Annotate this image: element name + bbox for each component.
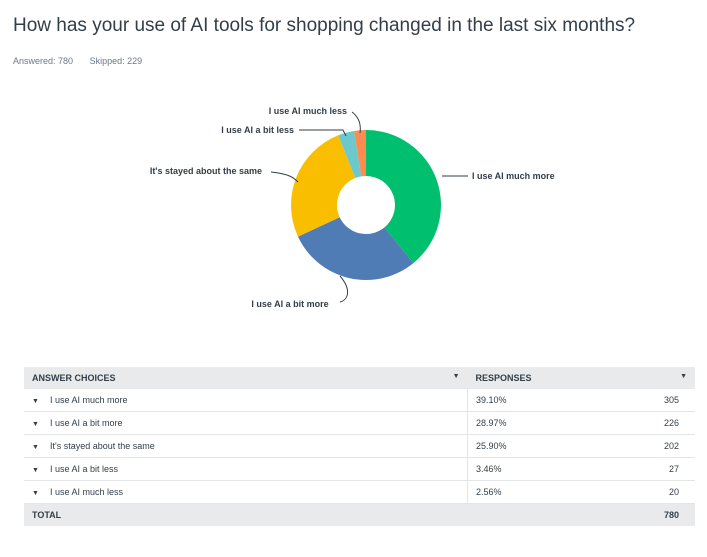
caret-down-icon[interactable]: ▼	[32, 421, 39, 428]
responses-table: ANSWER CHOICES ▼ RESPONSES ▼ ▼ I use AI m…	[24, 367, 695, 526]
answer-choice-cell: ▼ I use AI much less	[24, 480, 468, 504]
responses-header[interactable]: RESPONSES ▼	[467, 367, 695, 389]
slice-5[interactable]	[353, 130, 366, 177]
answered-count: Answered: 780	[13, 56, 74, 66]
answer-choices-header[interactable]: ANSWER CHOICES ▼	[24, 367, 468, 389]
caret-down-icon[interactable]: ▼	[680, 373, 687, 380]
response-percent: 28.97%	[467, 411, 595, 435]
answer-choice-cell: ▼ I use AI a bit less	[24, 457, 468, 481]
response-percent: 3.46%	[467, 457, 595, 481]
caret-down-icon[interactable]: ▼	[32, 398, 39, 405]
answer-choice-label: I use AI much more	[50, 395, 128, 405]
table-header: ANSWER CHOICES ▼ RESPONSES ▼	[24, 367, 695, 389]
total-label: TOTAL	[24, 503, 468, 526]
caret-down-icon[interactable]: ▼	[32, 490, 39, 497]
answer-choice-label: I use AI a bit less	[50, 464, 119, 474]
slice-label: It's stayed about the same	[150, 166, 262, 176]
table-row: ▼ It's stayed about the same 25.90% 202	[24, 434, 695, 458]
caret-down-icon[interactable]: ▼	[32, 467, 39, 474]
answer-choice-cell: ▼ It's stayed about the same	[24, 434, 468, 458]
answer-choice-cell: ▼ I use AI a bit more	[24, 411, 468, 435]
answer-choice-cell: ▼ I use AI much more	[24, 389, 468, 412]
slice-label: I use AI much more	[472, 171, 555, 181]
slice-3[interactable]	[291, 135, 356, 237]
response-percent: 39.10%	[467, 389, 595, 412]
table-row: ▼ I use AI much less 2.56% 20	[24, 480, 695, 504]
response-percent: 25.90%	[467, 434, 595, 458]
table-row: ▼ I use AI much more 39.10% 305	[24, 389, 695, 412]
answer-choice-label: I use AI much less	[50, 487, 124, 497]
answer-choice-label: It's stayed about the same	[50, 441, 155, 451]
caret-down-icon[interactable]: ▼	[452, 373, 460, 380]
response-percent: 2.56%	[467, 480, 595, 504]
response-meta: Answered: 780 Skipped: 229	[13, 56, 142, 66]
caret-down-icon[interactable]: ▼	[32, 444, 39, 451]
response-count: 305	[594, 389, 695, 412]
slice-label: I use AI a bit more	[251, 299, 328, 309]
leader-line	[351, 111, 361, 134]
leader-line	[299, 129, 347, 137]
answer-choice-label: I use AI a bit more	[50, 418, 123, 428]
response-count: 20	[594, 480, 695, 504]
slice-2[interactable]	[297, 217, 414, 280]
leader-line	[270, 171, 299, 183]
skipped-count: Skipped: 229	[89, 56, 143, 66]
slice-label: I use AI a bit less	[221, 125, 294, 135]
slice-1[interactable]	[366, 130, 442, 264]
leader-line	[339, 275, 348, 303]
table-row: ▼ I use AI a bit less 3.46% 27	[24, 457, 695, 481]
question-title: How has your use of AI tools for shoppin…	[13, 15, 636, 36]
response-count: 226	[594, 411, 695, 435]
total-row: TOTAL 780	[24, 503, 695, 526]
response-count: 27	[594, 457, 695, 481]
slice-label: I use AI much less	[269, 106, 347, 116]
slice-4[interactable]	[338, 130, 362, 179]
response-count: 202	[594, 434, 695, 458]
table-row: ▼ I use AI a bit more 28.97% 226	[24, 411, 695, 435]
total-count: 780	[594, 503, 695, 526]
donut-chart: I use AI much more I use AI a bit more It'…	[150, 106, 555, 309]
